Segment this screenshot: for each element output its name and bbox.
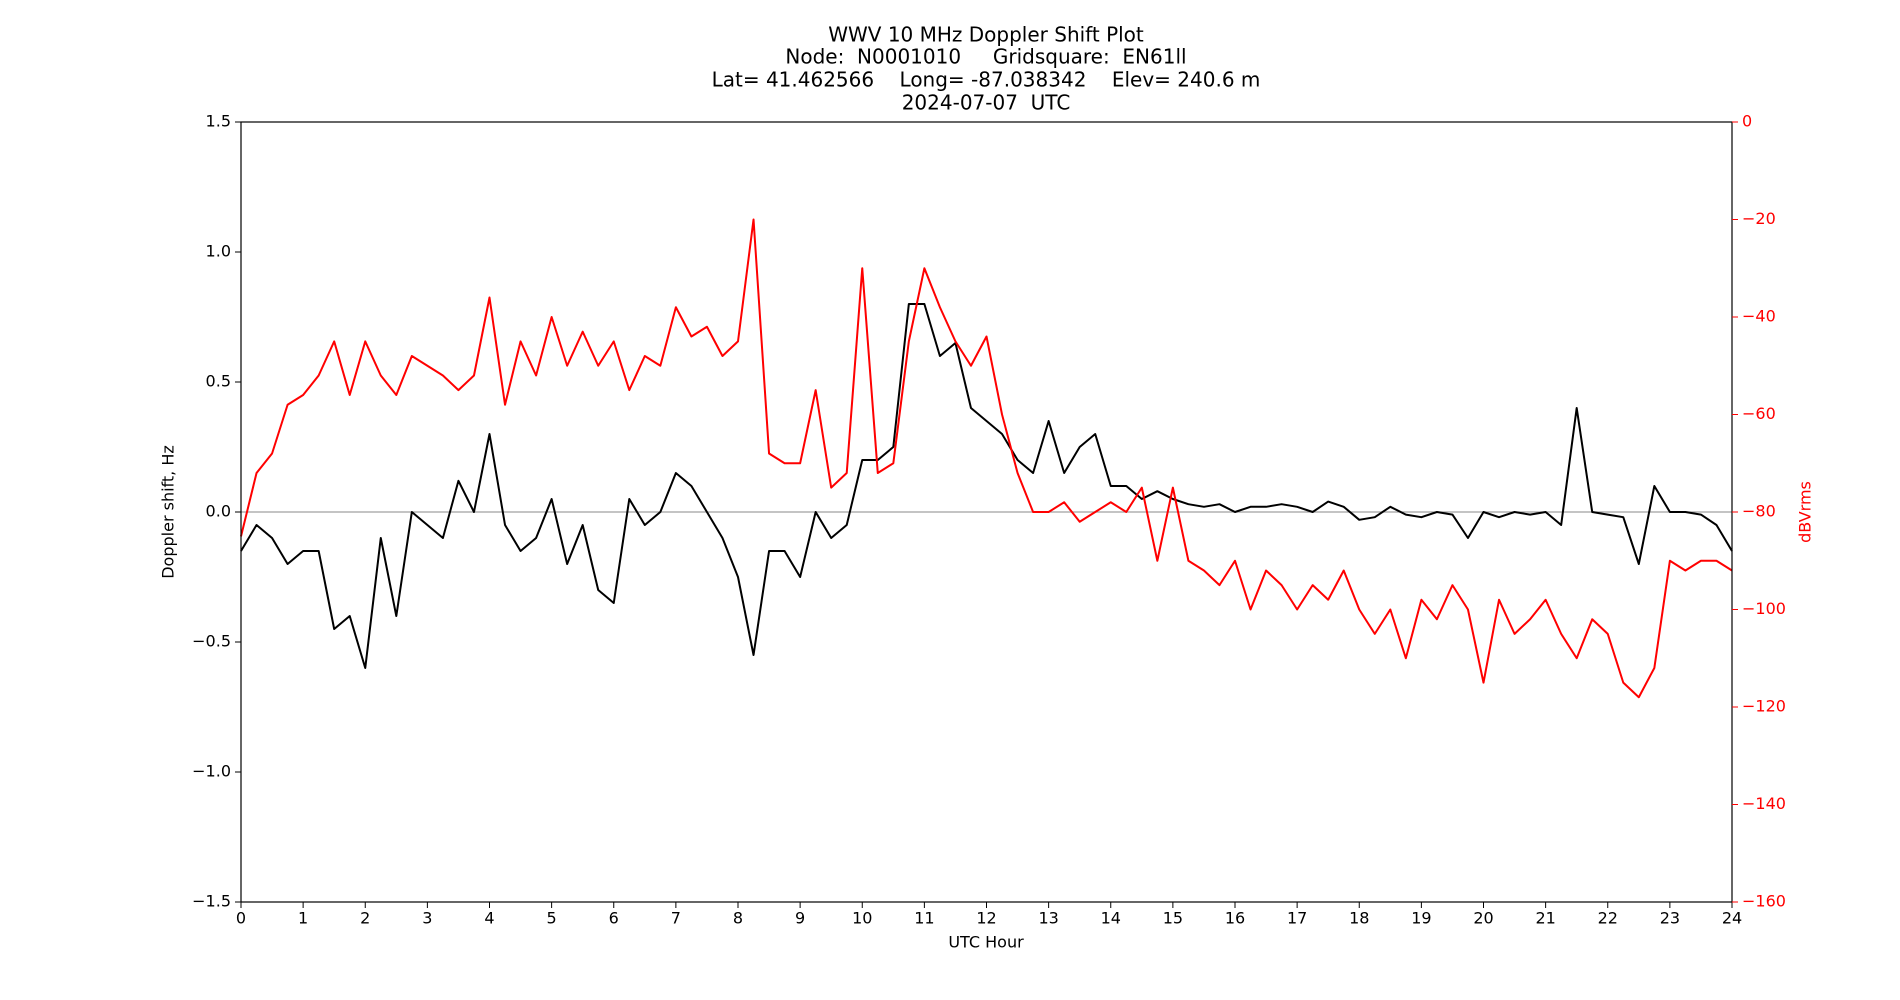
- y-tick-label: −1.0: [192, 762, 231, 781]
- x-tick-label: 9: [795, 909, 805, 928]
- x-tick-label: 16: [1225, 909, 1245, 928]
- y-tick-label: 0.5: [206, 372, 231, 391]
- x-tick-label: 8: [733, 909, 743, 928]
- y2-tick-label: −100: [1742, 599, 1786, 618]
- data-line: [240, 303, 1733, 669]
- y2-axis-label: dBVrms: [1796, 481, 1815, 543]
- x-tick-label: 19: [1411, 909, 1431, 928]
- x-tick-label: 6: [609, 909, 619, 928]
- y-tick-label: −0.5: [192, 632, 231, 651]
- y-tick-label: −1.5: [192, 892, 231, 911]
- y-axis-label: Doppler shift, Hz: [159, 445, 178, 579]
- y2-tick-label: −40: [1742, 307, 1776, 326]
- x-tick-label: 21: [1535, 909, 1555, 928]
- y2-tick-label: −160: [1742, 892, 1786, 911]
- x-axis-label: UTC Hour: [948, 933, 1024, 952]
- x-tick-label: 23: [1660, 909, 1680, 928]
- y-tick-label: 0.0: [206, 502, 231, 521]
- x-tick-label: 17: [1287, 909, 1307, 928]
- x-tick-label: 1: [298, 909, 308, 928]
- x-tick-label: 12: [976, 909, 996, 928]
- x-tick-label: 0: [236, 909, 246, 928]
- x-tick-label: 7: [671, 909, 681, 928]
- y2-tick-label: −80: [1742, 502, 1776, 521]
- x-tick-label: 24: [1722, 909, 1742, 928]
- x-tick-label: 14: [1101, 909, 1121, 928]
- y2-tick-label: −140: [1742, 794, 1786, 813]
- data-line: [240, 218, 1733, 699]
- y-tick-label: 1.5: [206, 112, 231, 131]
- y2-tick-label: −20: [1742, 209, 1776, 228]
- title-line: Lat= 41.462566 Long= -87.038342 Elev= 24…: [712, 68, 1261, 92]
- x-tick-label: 20: [1473, 909, 1493, 928]
- y2-tick-label: −60: [1742, 404, 1776, 423]
- x-tick-label: 11: [914, 909, 934, 928]
- x-tick-label: 13: [1038, 909, 1058, 928]
- title-line: 2024-07-07 UTC: [902, 91, 1071, 115]
- x-tick-label: 2: [360, 909, 370, 928]
- x-tick-label: 4: [484, 909, 494, 928]
- y2-tick-label: 0: [1742, 112, 1752, 131]
- x-tick-label: 10: [852, 909, 872, 928]
- x-tick-label: 5: [547, 909, 557, 928]
- title-line: WWV 10 MHz Doppler Shift Plot: [828, 23, 1144, 47]
- y-tick-label: 1.0: [206, 242, 231, 261]
- x-tick-label: 15: [1163, 909, 1183, 928]
- y2-tick-label: −120: [1742, 697, 1786, 716]
- x-tick-label: 18: [1349, 909, 1369, 928]
- x-tick-label: 22: [1598, 909, 1618, 928]
- title-line: Node: N0001010 Gridsquare: EN61ll: [785, 45, 1186, 69]
- x-tick-label: 3: [422, 909, 432, 928]
